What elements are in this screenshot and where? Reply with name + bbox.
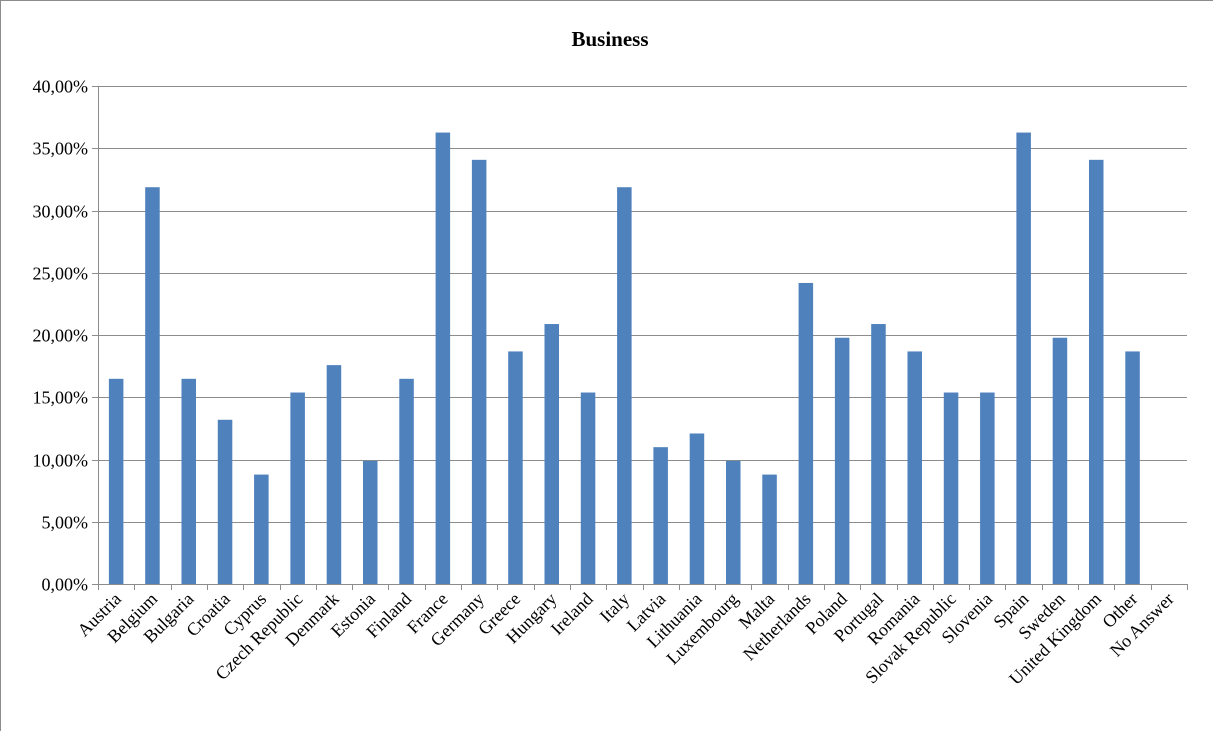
y-tick-label: 25,00% [33,264,89,284]
bar-lithuania [689,433,705,584]
x-tick-label: Ireland [547,589,597,639]
bar-poland [834,337,850,584]
y-tick-label: 5,00% [42,513,89,533]
y-tick-label: 30,00% [33,202,89,222]
bar-luxembourg [725,460,741,584]
bar-ireland [580,392,596,584]
bar-portugal [871,324,886,584]
bar-latvia [653,447,668,584]
bar-spain [1016,132,1031,585]
bar-bulgaria [181,378,197,584]
x-axis-category-labels: AustriaBelgiumBulgariaCroatiaCyprusCzech… [73,589,1177,689]
bar-france [435,132,451,585]
chart-title: Business [571,27,648,51]
bar-denmark [326,365,342,584]
y-tick-label: 20,00% [33,326,89,346]
y-tick-label: 10,00% [33,451,89,471]
y-tick-label: 40,00% [33,77,89,97]
y-tick-label: 35,00% [33,139,89,159]
bar-other [1125,351,1140,584]
bar-slovenia [980,392,995,584]
y-tick-label: 0,00% [42,575,89,595]
bars [108,132,1140,585]
bar-sweden [1052,337,1068,584]
bar-croatia [217,419,233,584]
bar-estonia [362,460,378,584]
bar-cyprus [254,474,269,584]
bar-malta [762,474,777,584]
bar-germany [471,159,487,585]
bar-austria [108,378,124,584]
bar-italy [617,187,632,584]
bar-finland [399,378,414,584]
y-tick-label: 15,00% [33,388,89,408]
bar-greece [508,351,523,584]
bar-romania [907,351,923,584]
axes [92,86,1188,590]
gridlines [98,86,1187,523]
bar-netherlands [798,282,814,584]
bar-belgium [145,187,160,584]
bar-hungary [544,324,560,584]
y-axis-tick-labels: 0,00% 5,00% 10,00% 15,00% 20,00% 25,00% 30,00%… [33,77,89,595]
bar-czech-republic [290,392,305,584]
bar-slovak-republic [943,392,959,584]
bar-united-kingdom [1088,159,1104,585]
